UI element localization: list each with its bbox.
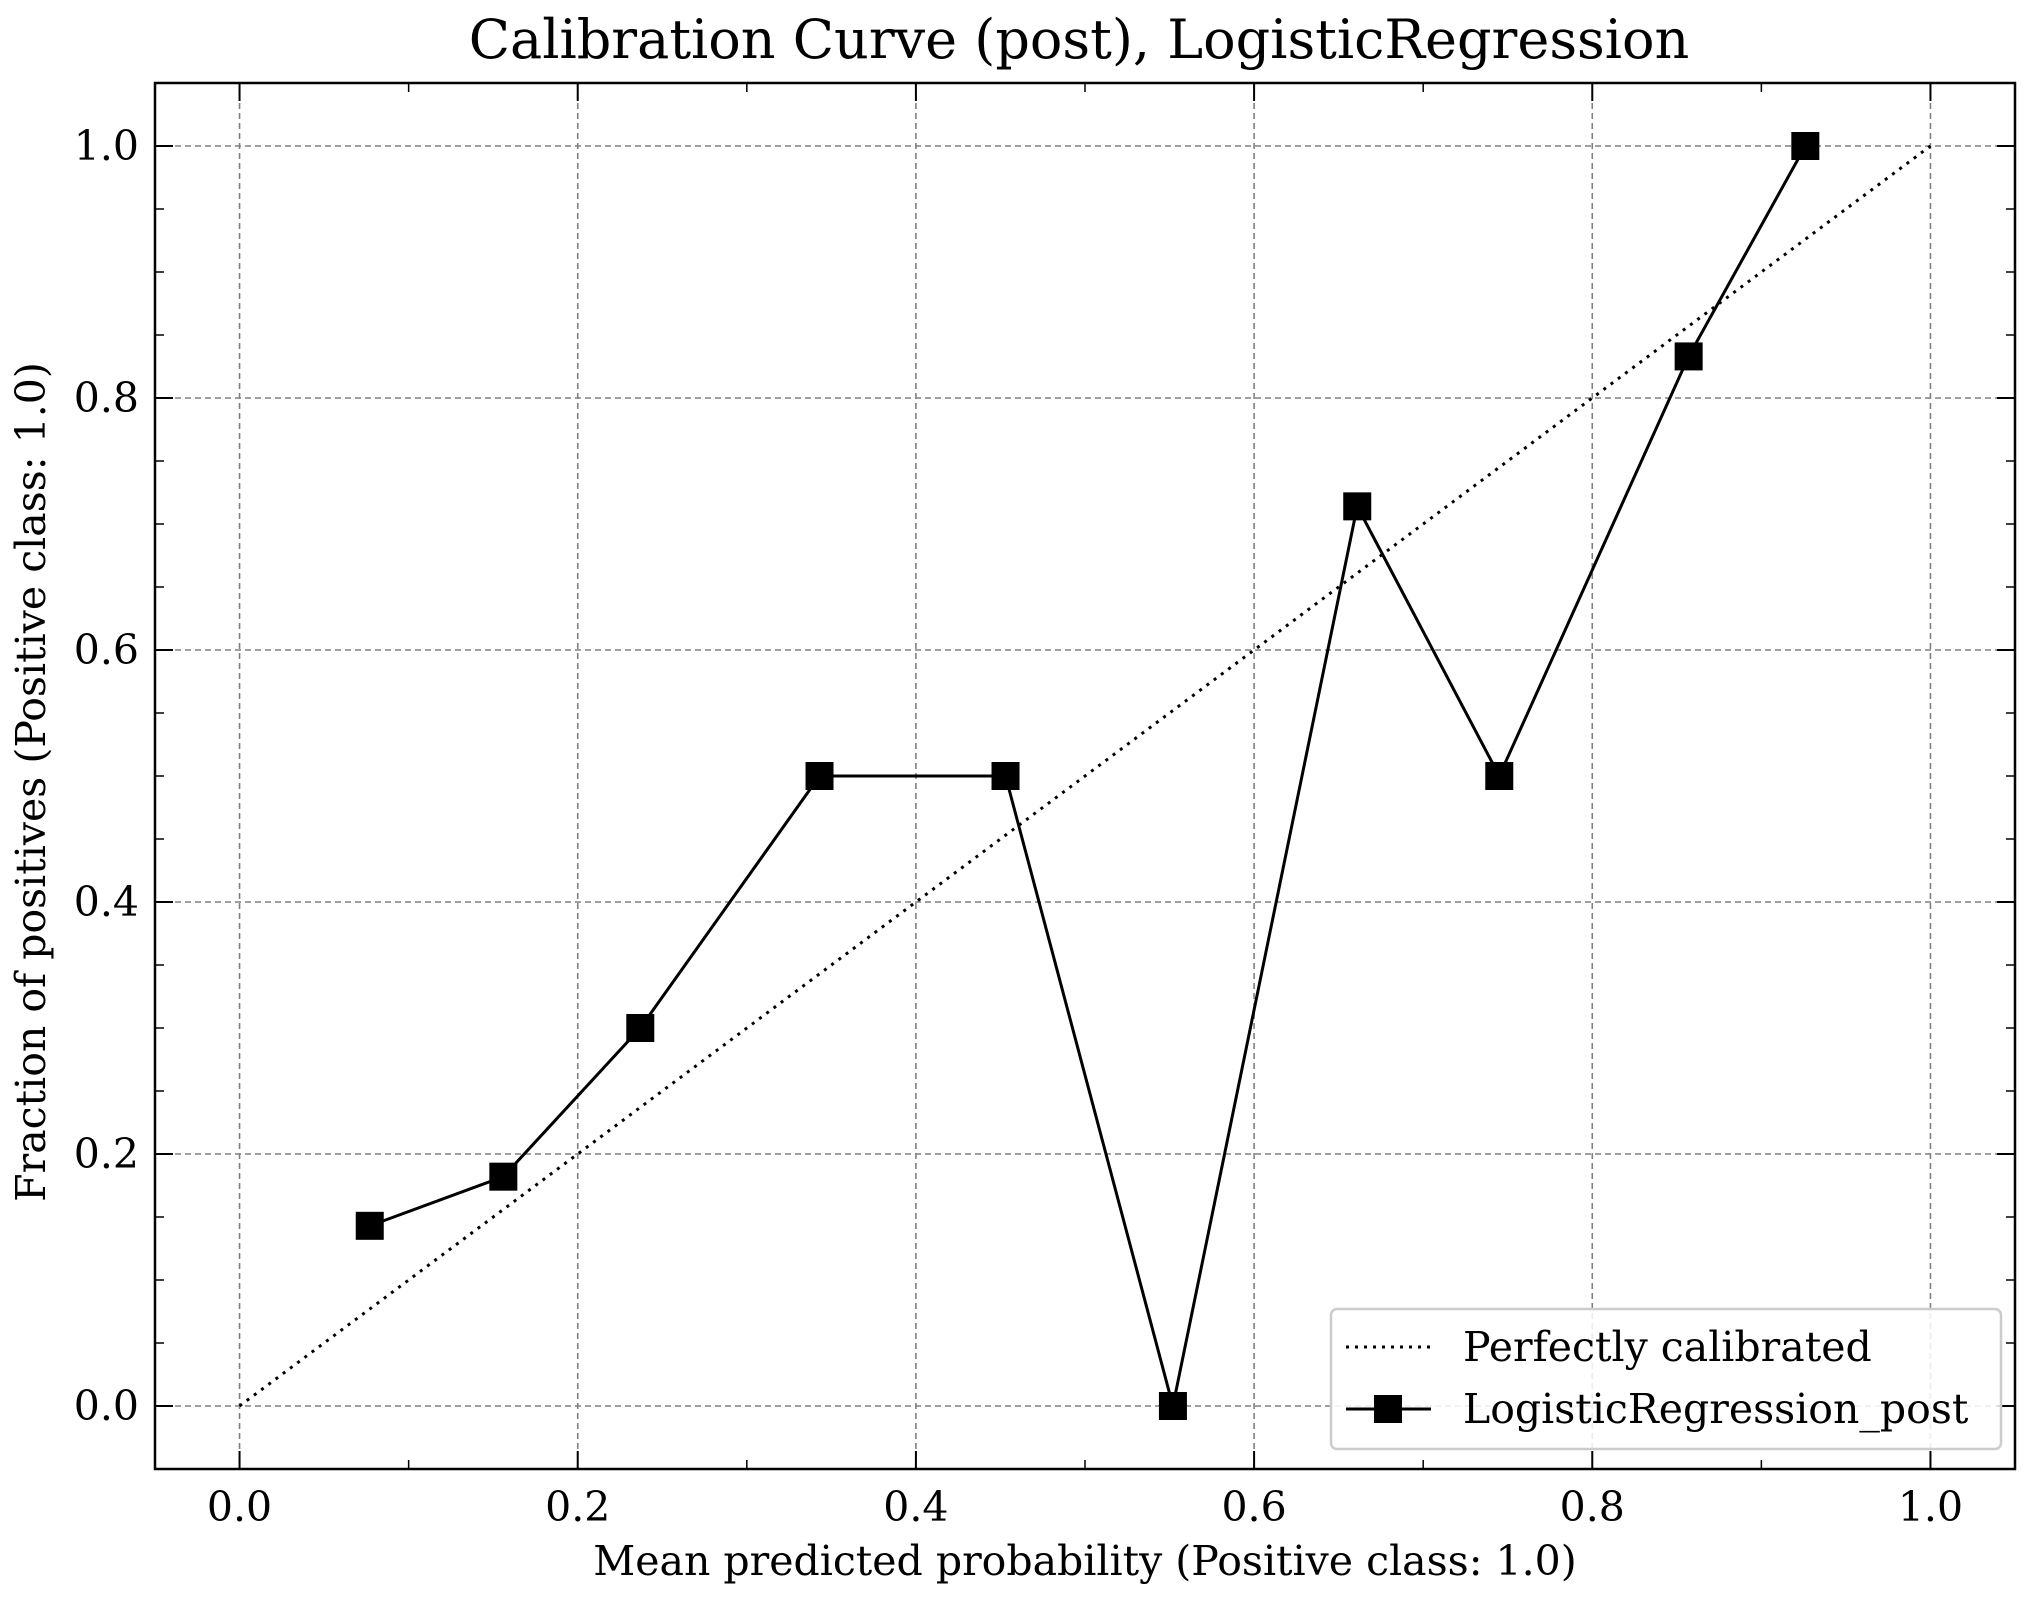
y-tick-label: 0.6	[74, 626, 139, 674]
legend-item: Perfectly calibrated	[1346, 1323, 1872, 1371]
data-point-marker	[1158, 1392, 1187, 1420]
data-point-marker	[805, 762, 834, 790]
series-line	[238, 144, 1932, 1408]
y-axis-label: Fraction of positives (Positive class: 1…	[7, 362, 55, 1202]
legend-box	[1329, 1307, 2003, 1451]
data-point-marker	[1674, 342, 1703, 371]
legend: Perfectly calibrated LogisticRegression_p…	[1329, 1307, 2003, 1451]
y-tick-label: 0.8	[74, 374, 139, 422]
legend-label: LogisticRegression_post	[1463, 1385, 1969, 1433]
data-point-marker	[991, 762, 1020, 790]
data-point-marker	[626, 1014, 655, 1042]
x-tick-label: 0.0	[207, 1483, 272, 1531]
x-tick-label: 0.4	[883, 1483, 948, 1531]
x-tick-label: 0.6	[1221, 1483, 1286, 1531]
x-tick-label: 0.8	[1560, 1483, 1625, 1531]
data-point-marker	[1343, 492, 1372, 521]
x-tick-label: 1.0	[1898, 1483, 1963, 1531]
data-point-marker	[355, 1211, 384, 1240]
data-point-marker	[1791, 132, 1820, 160]
legend-label: Perfectly calibrated	[1463, 1323, 1872, 1371]
series-line	[369, 145, 1807, 1407]
y-tick-label: 0.4	[74, 878, 139, 926]
series-logistic-regression-post	[355, 132, 1820, 1420]
y-tick-label: 1.0	[74, 122, 139, 170]
plot-area: 0.0 0.2 0.4 0.6 0.8 1.0 0.0 0.2 0.4 0.6 0.8 1.0	[74, 81, 2017, 1531]
plot-frame	[153, 81, 2017, 1471]
grid-lines	[155, 83, 2015, 1469]
axis-ticks	[155, 82, 2015, 1470]
y-tick-label: 0.0	[74, 1382, 139, 1430]
chart-title: Calibration Curve (post), LogisticRegres…	[469, 8, 1690, 71]
x-axis-label: Mean predicted probability (Positive cla…	[593, 1537, 1577, 1585]
y-tick-label: 0.2	[74, 1130, 139, 1178]
legend-marker-swatch	[1374, 1395, 1402, 1423]
legend-item: LogisticRegression_post	[1346, 1385, 1969, 1433]
data-point-marker	[489, 1162, 518, 1191]
data-point-marker	[1485, 762, 1514, 790]
tick-labels: 0.0 0.2 0.4 0.6 0.8 1.0 0.0 0.2 0.4 0.6 0.8 1.0	[74, 122, 1963, 1531]
series-perfectly-calibrated	[238, 144, 1932, 1408]
x-tick-label: 0.2	[545, 1483, 610, 1531]
